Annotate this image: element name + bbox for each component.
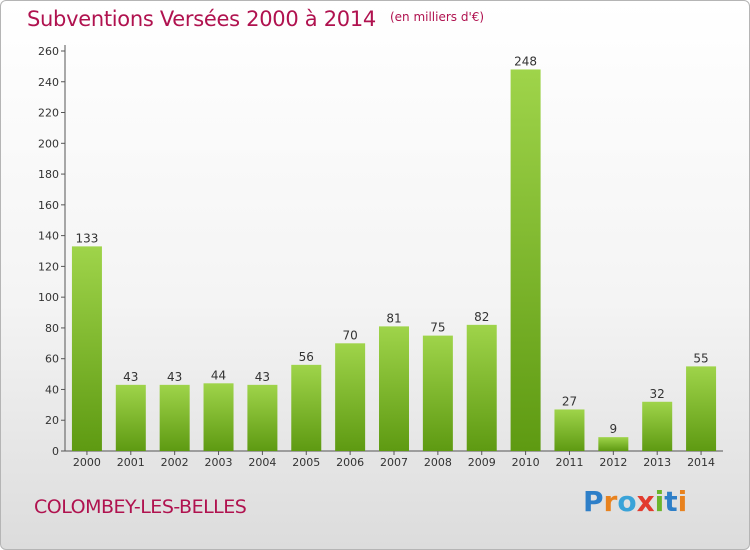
data-label-2005: 56 — [299, 350, 314, 364]
brand-letter: P — [583, 485, 604, 518]
y-tick-label: 60 — [45, 353, 59, 366]
data-label-2011: 27 — [562, 394, 577, 408]
y-tick-label: 220 — [38, 107, 59, 120]
y-tick-label: 240 — [38, 76, 59, 89]
bar-2000 — [71, 246, 102, 451]
data-label-2001: 43 — [123, 370, 138, 384]
data-label-2007: 81 — [386, 311, 401, 325]
x-tick-label-2005: 2005 — [292, 456, 320, 469]
bar-2014 — [686, 366, 717, 451]
x-tick-label-2007: 2007 — [380, 456, 408, 469]
y-tick-label: 100 — [38, 291, 59, 304]
y-tick-label: 160 — [38, 199, 59, 212]
x-tick-label-2001: 2001 — [117, 456, 145, 469]
data-label-2013: 32 — [650, 387, 665, 401]
bar-2007 — [379, 326, 409, 451]
x-tick-label-2010: 2010 — [512, 456, 540, 469]
x-tick-label-2003: 2003 — [205, 456, 233, 469]
x-tick-label-2009: 2009 — [468, 456, 496, 469]
data-label-2009: 82 — [474, 310, 489, 324]
data-label-2006: 70 — [342, 328, 357, 342]
bar-2010 — [510, 69, 541, 451]
x-tick-label-2012: 2012 — [599, 456, 627, 469]
brand-letter: t — [664, 485, 678, 518]
bar-2004 — [247, 384, 278, 451]
bar-2001 — [115, 384, 146, 451]
x-tick-labels: 2000 2001 2002 2003 2004 2005 2006 2007 2008 2009… — [73, 451, 715, 469]
x-tick-label-2004: 2004 — [248, 456, 276, 469]
brand-letter: o — [617, 485, 637, 518]
chart-title: Subventions Versées 2000 à 2014 — [27, 7, 376, 31]
brand-letter: i — [677, 485, 688, 518]
y-tick-label: 180 — [38, 168, 59, 181]
brand-letter: r — [603, 485, 618, 518]
bar-2003 — [203, 383, 234, 451]
x-tick-label-2014: 2014 — [687, 456, 715, 469]
x-tick-label-2000: 2000 — [73, 456, 101, 469]
bar-2002 — [159, 384, 190, 451]
title-row: Subventions Versées 2000 à 2014 (en milli… — [27, 7, 484, 31]
chart-subtitle: (en milliers d'€) — [389, 10, 485, 24]
x-tick-label-2006: 2006 — [336, 456, 364, 469]
bar-2013 — [642, 401, 673, 451]
y-tick-label: 20 — [45, 414, 59, 427]
y-tick-label: 40 — [45, 383, 59, 396]
y-tick-label: 80 — [45, 322, 59, 335]
bar-2009 — [466, 324, 497, 451]
y-tick-label: 260 — [38, 45, 59, 58]
x-tick-label-2002: 2002 — [161, 456, 189, 469]
bars — [71, 69, 717, 451]
x-tick-label-2013: 2013 — [643, 456, 671, 469]
bar-2006 — [335, 343, 366, 451]
bar-2012 — [598, 437, 629, 451]
y-tick-label: 200 — [38, 137, 59, 150]
y-tick-label: 0 — [52, 445, 59, 458]
data-label-2000: 133 — [75, 231, 98, 245]
brand-letter: i — [654, 485, 665, 518]
y-tick-label: 140 — [38, 230, 59, 243]
y-tick-label: 120 — [38, 260, 59, 273]
brand-letter: x — [636, 485, 655, 518]
data-label-2012: 9 — [610, 422, 618, 436]
commune-name: COLOMBEY-LES-BELLES — [34, 496, 247, 518]
x-tick-label-2011: 2011 — [555, 456, 583, 469]
brand-logo: Proxiti — [583, 485, 687, 518]
bar-2005 — [291, 364, 322, 451]
x-tick-label-2008: 2008 — [424, 456, 452, 469]
data-labels: 133 43 43 44 43 56 70 81 75 82 248 27 9 32 55 — [75, 54, 708, 436]
data-label-2004: 43 — [255, 370, 270, 384]
data-label-2003: 44 — [211, 368, 226, 382]
bar-2008 — [422, 335, 453, 451]
data-label-2014: 55 — [693, 351, 708, 365]
data-label-2002: 43 — [167, 370, 182, 384]
bar-2011 — [554, 409, 585, 451]
bar-chart: 0 20 40 60 80 100 120 140 160 180 200 220 240 260 133… — [38, 45, 723, 469]
data-label-2010: 248 — [514, 54, 537, 68]
data-label-2008: 75 — [430, 321, 445, 335]
